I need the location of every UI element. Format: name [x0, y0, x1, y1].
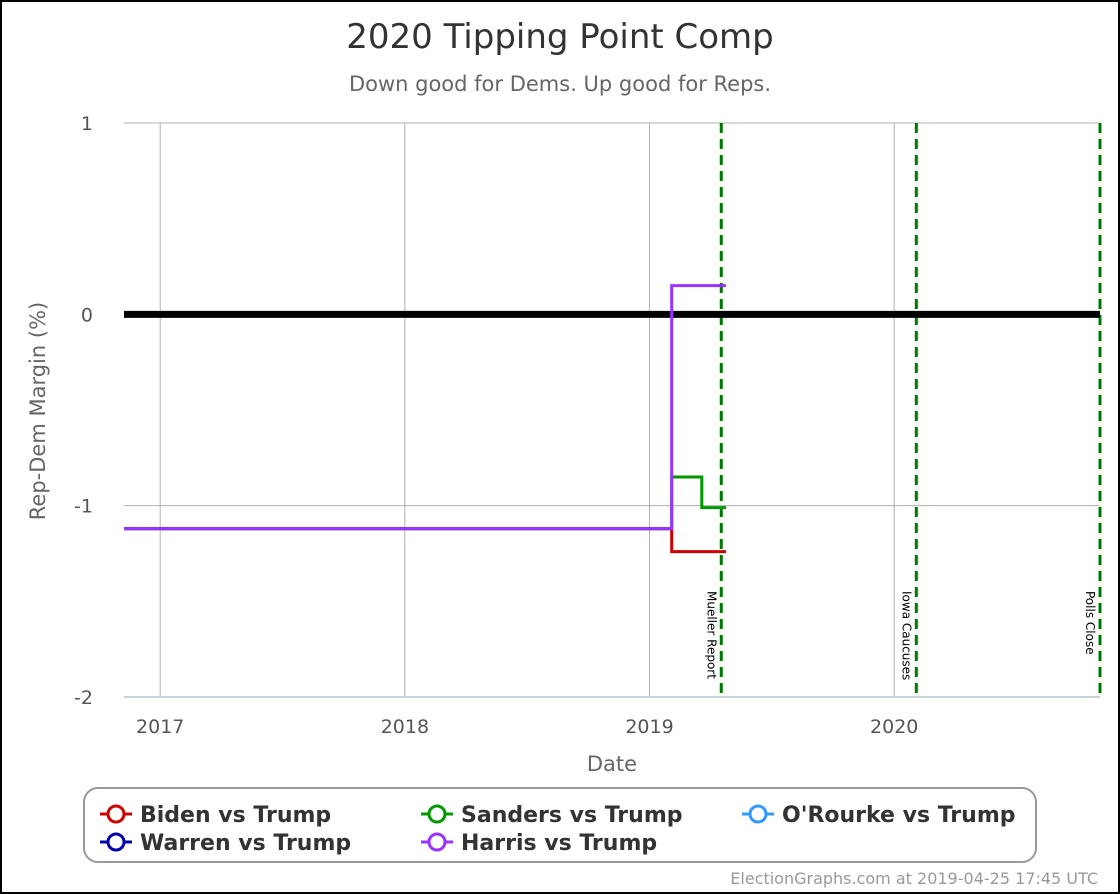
- event-markers: Mueller Report Iowa Caucuses Polls Close: [704, 123, 1102, 697]
- event-label: Polls Close: [1083, 591, 1097, 655]
- legend-item[interactable]: O'Rourke vs Trump: [742, 803, 1016, 828]
- series-lines: [124, 284, 726, 554]
- y-tick-label: 1: [81, 113, 93, 135]
- series-line: [124, 475, 726, 531]
- legend-label: Harris vs Trump: [461, 831, 657, 856]
- legend-label: Biden vs Trump: [140, 803, 331, 828]
- legend-label: O'Rourke vs Trump: [782, 803, 1016, 828]
- x-tick-labels: 2017 2018 2019 2020: [136, 716, 918, 738]
- event-label: Iowa Caucuses: [899, 591, 913, 680]
- legend-label: Warren vs Trump: [140, 831, 351, 856]
- y-tick-label: -1: [74, 496, 93, 518]
- legend-swatch-marker: [106, 832, 126, 852]
- legend-label: Sanders vs Trump: [461, 803, 683, 828]
- y-tick-label: -2: [74, 687, 93, 709]
- x-tick-label: 2019: [625, 716, 673, 738]
- event-label: Mueller Report: [704, 591, 718, 679]
- grid-lines: [124, 122, 1100, 698]
- legend-item[interactable]: Harris vs Trump: [421, 831, 657, 856]
- legend-box: [83, 787, 1037, 863]
- credit-text: ElectionGraphs.com at 2019-04-25 17:45 U…: [730, 869, 1098, 888]
- legend-item[interactable]: Biden vs Trump: [100, 803, 331, 828]
- x-tick-label: 2017: [136, 716, 184, 738]
- y-tick-labels: 1 0 -1 -2: [74, 113, 93, 709]
- legend-swatch-marker: [106, 804, 126, 824]
- x-tick-label: 2020: [870, 716, 918, 738]
- legend-swatch-marker: [427, 832, 447, 852]
- chart-title: 2020 Tipping Point Comp: [346, 17, 774, 57]
- legend-swatch-marker: [427, 804, 447, 824]
- legend-item[interactable]: Sanders vs Trump: [421, 803, 683, 828]
- x-axis-label: Date: [587, 752, 637, 776]
- x-tick-label: 2018: [381, 716, 429, 738]
- series-line: [124, 284, 726, 531]
- y-tick-label: 0: [81, 304, 93, 326]
- legend-item[interactable]: Warren vs Trump: [100, 831, 351, 856]
- series-line: [124, 527, 726, 554]
- legend: Biden vs Trump Sanders vs Trump O'Rourke v…: [100, 803, 1016, 856]
- y-axis-label: Rep-Dem Margin (%): [26, 302, 50, 520]
- chart-subtitle: Down good for Dems. Up good for Reps.: [349, 72, 771, 96]
- legend-swatch-marker: [748, 804, 768, 824]
